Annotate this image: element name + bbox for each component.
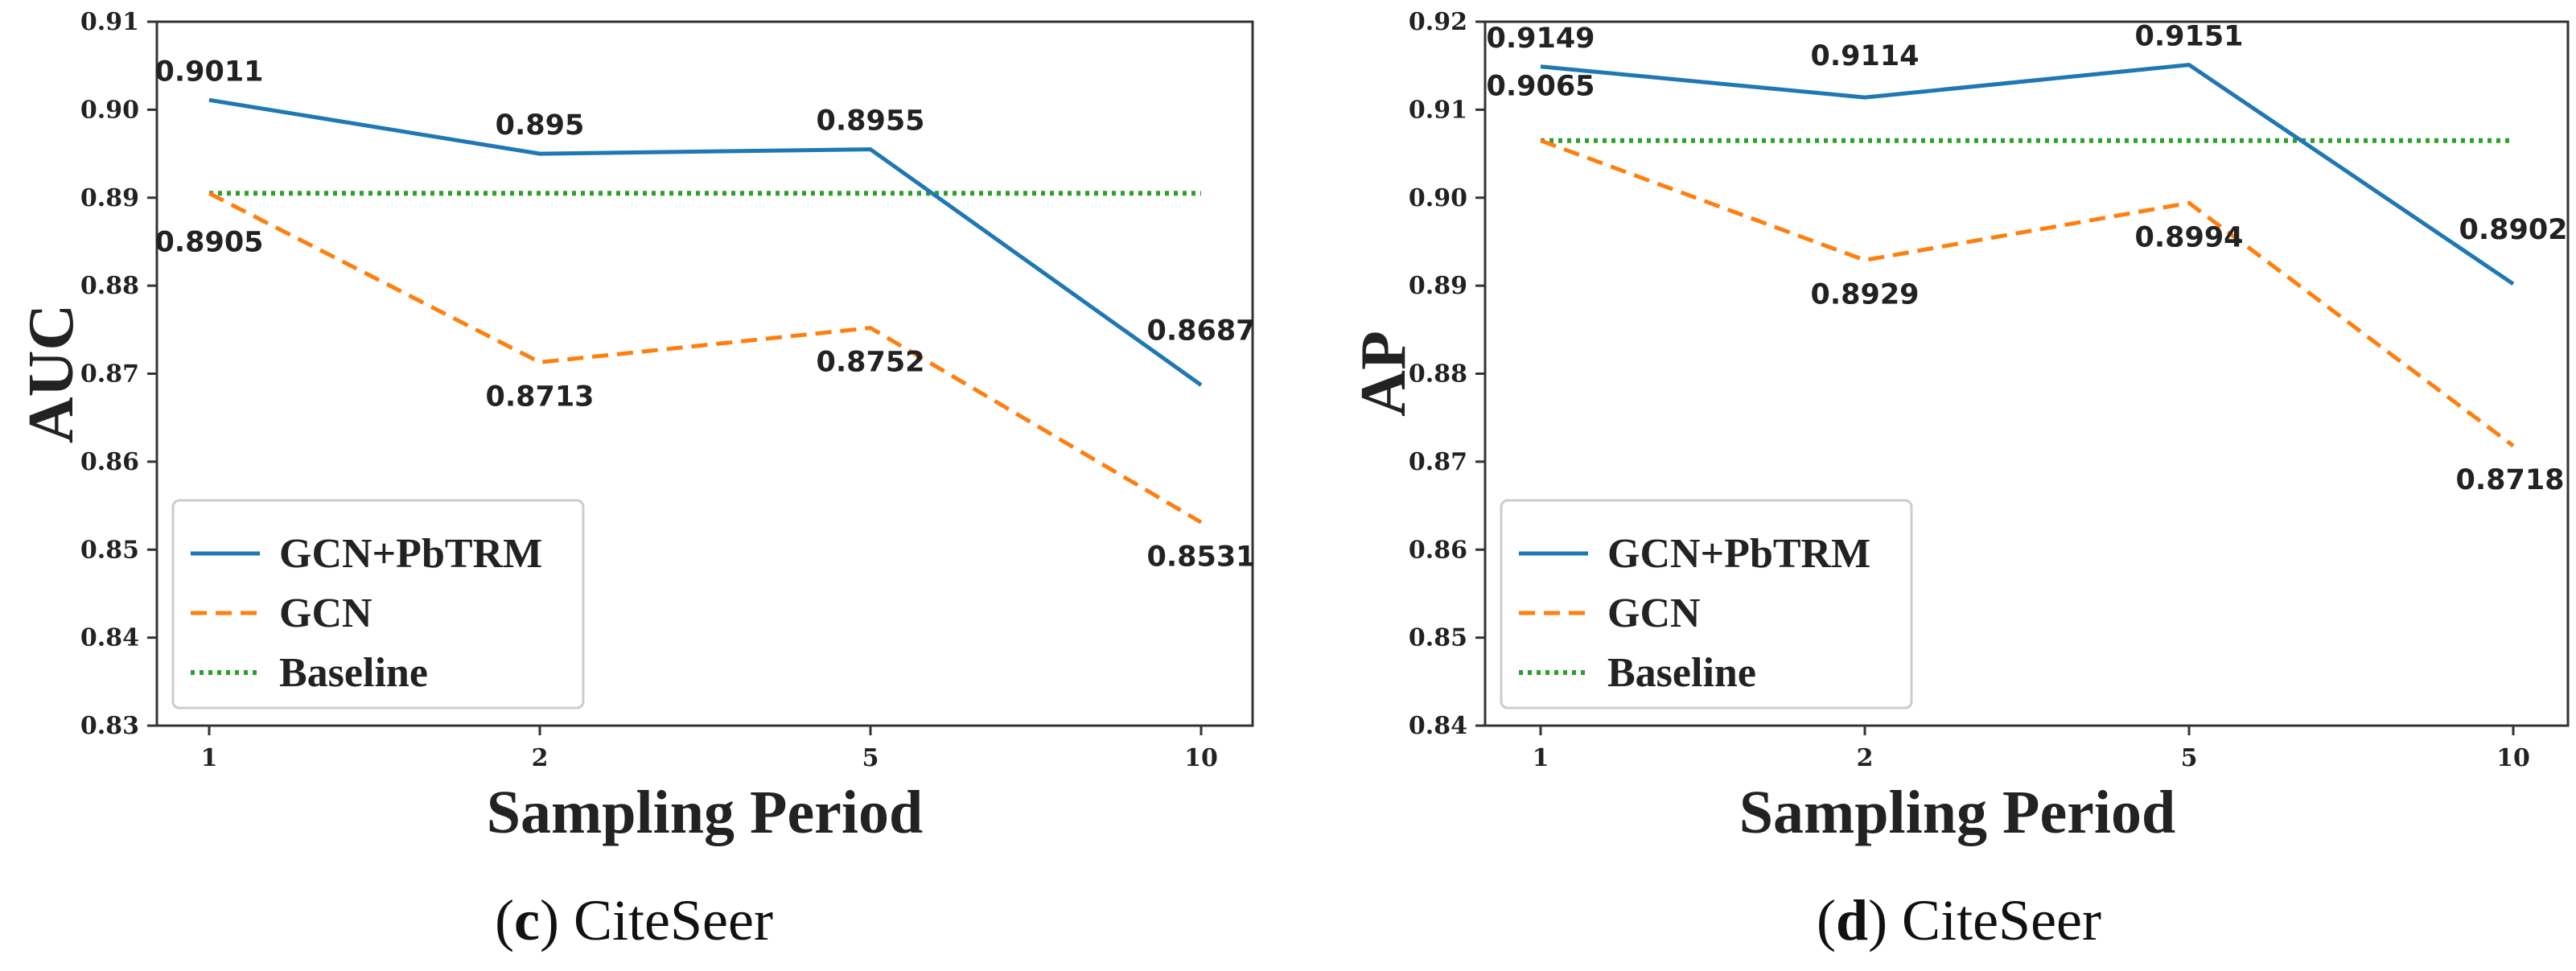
panel2-y-tick-label: 0.84: [1409, 712, 1467, 740]
panel1-y-tick-label: 0.86: [80, 448, 139, 476]
panel2-x-tick-label: 2: [1857, 744, 1874, 772]
panel2-data-label: 0.8929: [1810, 278, 1919, 311]
panel2-series-gcn-line: [1540, 138, 2515, 448]
panel2-data-label: 0.9149: [1486, 23, 1595, 55]
panel2-y-tick-label: 0.89: [1409, 272, 1467, 300]
panel2-data-label: 0.9114: [1810, 40, 1919, 72]
panel1-legend-label: Baseline: [279, 650, 428, 696]
panel1-data-label: 0.8905: [154, 226, 263, 258]
panel1-legend-label: GCN+PbTRM: [279, 531, 542, 577]
panel2-data-label: 0.9065: [1486, 71, 1595, 103]
panel1-data-label: 0.8531: [1146, 541, 1255, 573]
panel1-x-tick-label: 5: [862, 744, 879, 772]
panel2-caption-text: CiteSeer: [1902, 888, 2101, 952]
panel1-series-gcn-line: [208, 191, 1203, 525]
panel1-x-tick-label: 10: [1184, 744, 1218, 772]
panel1-data-label: 0.895: [496, 109, 585, 142]
panel2-y-tick-label: 0.87: [1409, 448, 1467, 476]
panel2-x-tick-label: 1: [1533, 744, 1549, 772]
panel1-data-label: 0.9011: [154, 56, 263, 88]
panel2-y-tick-label: 0.86: [1409, 536, 1467, 564]
panel1-legend-label: GCN: [279, 590, 372, 636]
panel1-x-tick-label: 1: [201, 744, 218, 772]
panel2-y-tick-label: 0.92: [1409, 8, 1467, 36]
panel2-y-axis-title: AP: [1348, 331, 1419, 417]
panel2-y-tick-label: 0.85: [1409, 624, 1467, 652]
panel2-x-tick-label: 5: [2181, 744, 2198, 772]
panel1-x-axis-title: Sampling Period: [487, 779, 924, 846]
panel1-data-label: 0.8713: [485, 381, 594, 413]
panel1-caption: (c) CiteSeer: [495, 888, 773, 952]
panel1-y-axis-title: AUC: [16, 304, 87, 443]
panel1-data-label: 0.8687: [1146, 315, 1255, 348]
panel1-y-tick-label: 0.88: [80, 272, 139, 300]
panel2-legend: GCN+PbTRM GCN Baseline: [1500, 499, 1913, 710]
panel1-y-tick-label: 0.84: [80, 624, 139, 652]
panel2-caption: (d) CiteSeer: [1817, 888, 2101, 952]
panel1-y-tick-label: 0.90: [80, 96, 139, 124]
panel1-caption-text: CiteSeer: [574, 888, 773, 952]
panel2-x-tick-label: 10: [2496, 744, 2530, 772]
panel1-y-tick-label: 0.85: [80, 536, 139, 564]
panel2-data-label: 0.8994: [2134, 221, 2243, 253]
panel1-y-tick-label: 0.83: [80, 712, 139, 740]
panel2-y-tick-label: 0.90: [1409, 184, 1467, 212]
panel1-data-label: 0.8955: [816, 105, 924, 138]
panel2-y-tick-label: 0.91: [1409, 96, 1467, 124]
panel1-y-tick-label: 0.91: [80, 8, 139, 36]
panel2-legend-label: Baseline: [1607, 650, 1756, 696]
panel2-data-label: 0.8902: [2459, 214, 2567, 246]
panel1-series-gcn-pbtrm-line: [208, 97, 1203, 387]
panel2-y-tick-label: 0.88: [1409, 360, 1467, 389]
panel2-legend-label: GCN: [1607, 590, 1701, 636]
panel1-caption-letter: c: [514, 888, 540, 952]
panel1-x-tick-label: 2: [532, 744, 549, 772]
panel1-y-tick-label: 0.89: [80, 184, 139, 212]
panel2-legend-label: GCN+PbTRM: [1607, 531, 1870, 577]
panel2-x-axis-title: Sampling Period: [1739, 779, 2176, 846]
panel2-series-gcn-pbtrm-line: [1540, 63, 2515, 286]
panel1-legend-box: [171, 499, 585, 710]
panel2-legend-box: [1500, 499, 1913, 710]
panel1: 0.83 0.84 0.85 0.86 0.87 0.88 0.89 0.90 0.91 1 2 5 1…: [16, 8, 1256, 952]
panel1-y-tick-label: 0.87: [80, 360, 139, 389]
panel1-data-label: 0.8752: [816, 347, 924, 379]
panel2: 0.84 0.85 0.86 0.87 0.88 0.89 0.90 0.91 0.92 1 2 5 1…: [1348, 8, 2570, 952]
panel1-legend: GCN+PbTRM GCN Baseline: [171, 499, 585, 710]
panel2-data-label: 0.8718: [2455, 464, 2564, 496]
panel2-caption-letter: d: [1836, 888, 1868, 952]
panel2-data-label: 0.9151: [2134, 21, 2243, 53]
